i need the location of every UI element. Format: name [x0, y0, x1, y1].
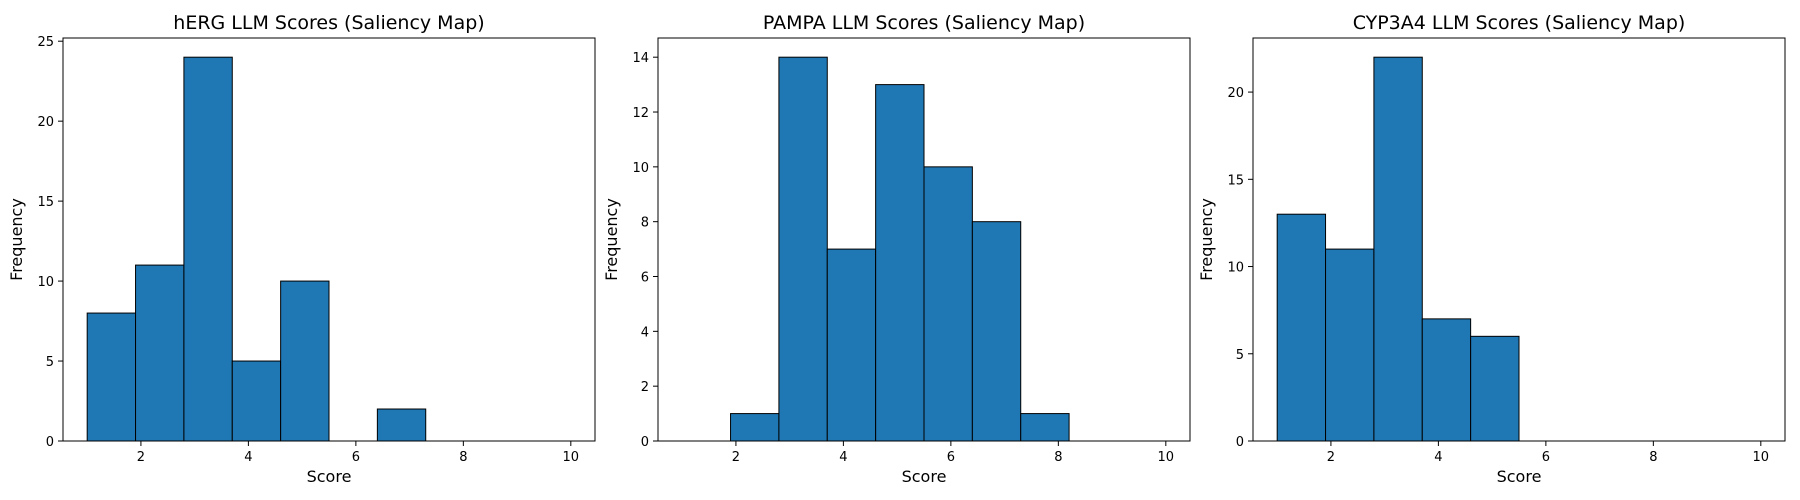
y-tick-label: 0 — [46, 435, 54, 450]
plot-frame — [62, 37, 596, 442]
y-tick-label: 0 — [641, 435, 649, 450]
histogram-bar — [183, 56, 233, 442]
y-tick-label: 8 — [641, 216, 649, 231]
histogram-bar — [86, 312, 137, 442]
y-axis-label: Frequency — [7, 198, 26, 281]
y-tick-label: 4 — [641, 325, 649, 340]
x-tick-label: 10 — [563, 450, 580, 465]
x-tick-label: 2 — [137, 450, 145, 465]
histogram-bar — [1020, 413, 1070, 442]
chart-title: hERG LLM Scores (Saliency Map) — [173, 12, 484, 34]
y-tick-label: 15 — [37, 195, 54, 210]
chart-panel-3: 2 4 6 8 10 0 5 10 15 20 CYP3A4 LLM Scores (Salienc… — [1197, 12, 1786, 486]
y-tick-label: 10 — [37, 275, 54, 290]
x-tick-label: 6 — [352, 450, 360, 465]
histogram-bar — [231, 360, 282, 442]
x-axis-label: Score — [902, 467, 947, 486]
y-tick-label: 6 — [641, 271, 649, 286]
histogram-bar — [1276, 213, 1327, 442]
chart-panel-1: 2 4 6 8 10 0 5 10 15 20 25 hERG LLM Scores (Salienc… — [7, 12, 596, 486]
y-tick-label: 15 — [1227, 173, 1244, 188]
x-tick-label: 8 — [1054, 450, 1062, 465]
x-tick-label: 2 — [732, 450, 740, 465]
y-tick-label: 20 — [37, 115, 54, 130]
x-tick-label: 2 — [1327, 450, 1335, 465]
chart-title: CYP3A4 LLM Scores (Saliency Map) — [1353, 12, 1686, 34]
x-tick-label: 4 — [839, 450, 847, 465]
histogram-bar — [730, 413, 780, 442]
y-tick-label: 2 — [641, 380, 649, 395]
chart-title: PAMPA LLM Scores (Saliency Map) — [763, 12, 1085, 34]
histogram-bar — [923, 166, 973, 442]
x-tick-label: 10 — [1753, 450, 1770, 465]
histogram-bar — [875, 84, 925, 442]
x-tick-label: 6 — [1542, 450, 1550, 465]
histogram-bar — [1325, 248, 1375, 442]
y-tick-label: 25 — [37, 35, 54, 50]
histogram-bar — [1470, 335, 1520, 442]
x-tick-label: 4 — [1434, 450, 1442, 465]
plot-frame — [657, 37, 1191, 442]
chart-panel-2: 2 4 6 8 10 0 2 4 6 8 10 12 14 PAMPA LLM Scores (Salie… — [602, 12, 1191, 486]
y-tick-label: 0 — [1236, 435, 1244, 450]
histogram-bar — [280, 280, 330, 442]
histogram-bar — [1373, 56, 1423, 442]
y-tick-label: 10 — [632, 161, 649, 176]
y-tick-label: 12 — [632, 106, 649, 121]
histogram-bar — [826, 248, 877, 442]
histogram-bar — [1421, 318, 1472, 442]
plot-frame — [1252, 37, 1786, 442]
x-tick-label: 10 — [1158, 450, 1175, 465]
y-tick-label: 20 — [1227, 86, 1244, 101]
y-tick-label: 5 — [1236, 348, 1244, 363]
y-tick-label: 5 — [46, 355, 54, 370]
y-axis-label: Frequency — [1197, 198, 1216, 281]
x-axis-label: Score — [307, 467, 352, 486]
histogram-bar — [778, 56, 828, 442]
y-tick-label: 10 — [1227, 261, 1244, 276]
y-tick-label: 14 — [632, 51, 649, 66]
histogram-bar — [135, 264, 185, 442]
histogram-bar — [971, 221, 1022, 442]
y-axis-label: Frequency — [602, 198, 621, 281]
x-tick-label: 8 — [459, 450, 467, 465]
x-tick-label: 8 — [1649, 450, 1657, 465]
x-axis-label: Score — [1497, 467, 1542, 486]
x-tick-label: 4 — [244, 450, 252, 465]
x-tick-label: 6 — [947, 450, 955, 465]
histogram-bar — [376, 408, 427, 442]
